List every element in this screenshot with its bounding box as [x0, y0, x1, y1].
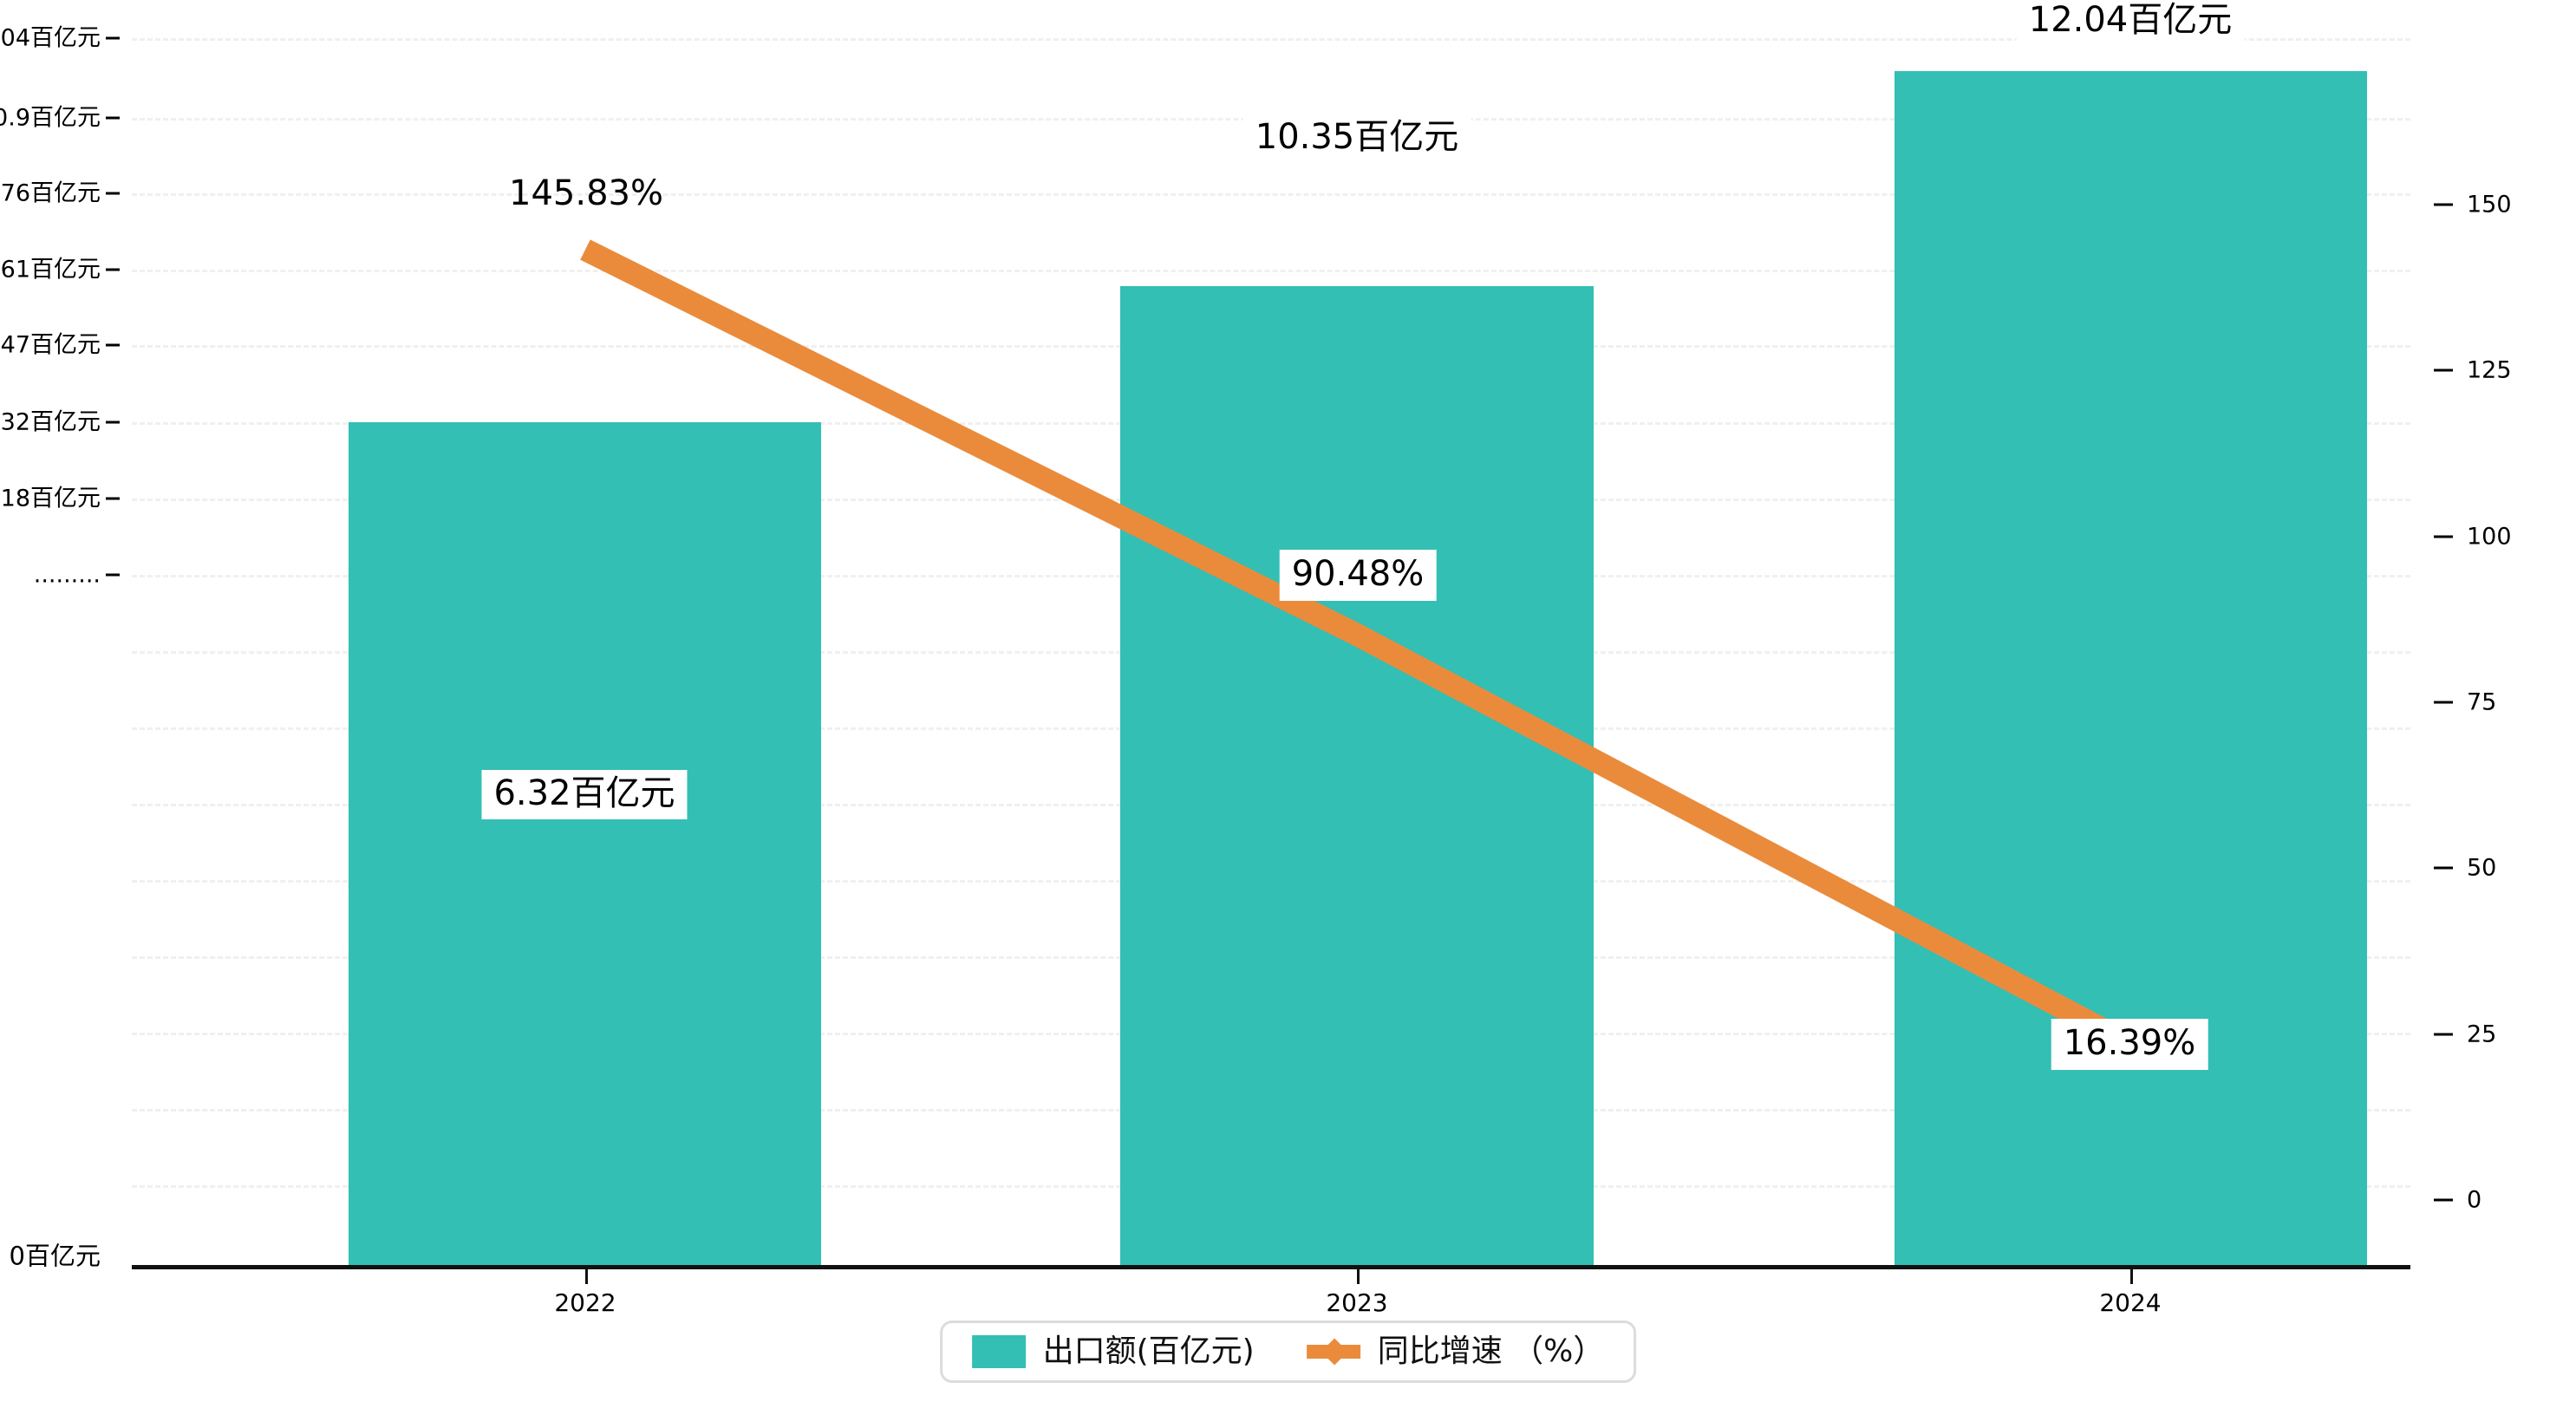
y-right-tick-3: [2434, 701, 2453, 704]
bar-value-label-2023: 10.35百亿元: [1242, 114, 1471, 164]
y-left-label-7: .........: [33, 561, 101, 589]
growth-label-2022: 145.83%: [509, 173, 663, 213]
y-left-tick-3: [106, 268, 120, 271]
y-left-label-0: 12.04百亿元: [0, 24, 101, 52]
bar-2022[interactable]: [349, 422, 821, 1265]
x-tick-2024: [2130, 1265, 2133, 1284]
y-right-label-6: 0: [2467, 1186, 2482, 1214]
y-left-tick-0: [106, 36, 120, 40]
bar-swatch-icon: [971, 1335, 1026, 1368]
x-axis-line: [132, 1265, 2410, 1269]
y-left-tick-6: [106, 497, 120, 500]
y-right-tick-1: [2434, 368, 2453, 372]
y-right-tick-0: [2434, 203, 2453, 206]
y-right-label-2: 100: [2467, 523, 2512, 551]
y-axis-right: 150 125 100 75 50 25 0: [2411, 0, 2576, 1415]
legend-item-line[interactable]: 同比增速 （%）: [1307, 1335, 1605, 1368]
gridline-12.04: [132, 38, 2410, 41]
y-right-label-1: 125: [2467, 356, 2512, 384]
x-tick-2023: [1357, 1265, 1360, 1284]
bar-2024[interactable]: [1895, 71, 2367, 1265]
line-marker-icon: [1307, 1335, 1360, 1368]
y-left-tick-7: [106, 573, 120, 577]
y-left-tick-2: [106, 192, 120, 195]
y-left-label-4: 7.47百亿元: [0, 331, 101, 359]
y-left-label-8: 0百亿元: [9, 1241, 101, 1271]
y-left-label-1: 10.9百亿元: [0, 104, 101, 132]
y-left-tick-5: [106, 421, 120, 424]
growth-label-2023: 90.48%: [1279, 550, 1437, 602]
x-label-2023: 2023: [1326, 1288, 1388, 1317]
bar-2023[interactable]: [1120, 286, 1594, 1265]
y-left-label-3: 8.61百亿元: [0, 256, 101, 284]
growth-label-2024: 16.39%: [2051, 1019, 2208, 1071]
x-label-2022: 2022: [554, 1288, 616, 1317]
bar-value-label-2022: 6.32百亿元: [481, 770, 688, 820]
y-right-tick-5: [2434, 1033, 2453, 1036]
y-right-label-5: 25: [2467, 1020, 2497, 1048]
y-left-label-5: 6.32百亿元: [0, 408, 101, 436]
gridline-9.76: [132, 193, 2410, 196]
y-left-tick-1: [106, 116, 120, 120]
y-left-label-6: 5.18百亿元: [0, 485, 101, 512]
y-left-label-2: 9.76百亿元: [0, 179, 101, 207]
plot-area: [132, 38, 2410, 1265]
y-right-tick-6: [2434, 1198, 2453, 1202]
x-label-2024: 2024: [2099, 1288, 2162, 1317]
legend-label-line: 同比增速 （%）: [1377, 1333, 1605, 1369]
y-axis-left: 12.04百亿元 10.9百亿元 9.76百亿元 8.61百亿元 7.47百亿元…: [0, 0, 132, 1415]
legend-item-bar[interactable]: 出口额(百亿元): [971, 1333, 1255, 1369]
y-right-label-0: 150: [2467, 191, 2512, 218]
legend: 出口额(百亿元) 同比增速 （%）: [939, 1320, 1637, 1383]
bar-value-label-2024: 12.04百亿元: [2016, 0, 2245, 47]
y-right-tick-2: [2434, 535, 2453, 538]
y-left-tick-4: [106, 343, 120, 347]
y-right-label-4: 50: [2467, 854, 2497, 882]
y-right-tick-4: [2434, 866, 2453, 870]
legend-label-bar: 出口额(百亿元): [1042, 1333, 1255, 1369]
x-tick-2022: [585, 1265, 588, 1284]
y-right-label-3: 75: [2467, 688, 2497, 716]
